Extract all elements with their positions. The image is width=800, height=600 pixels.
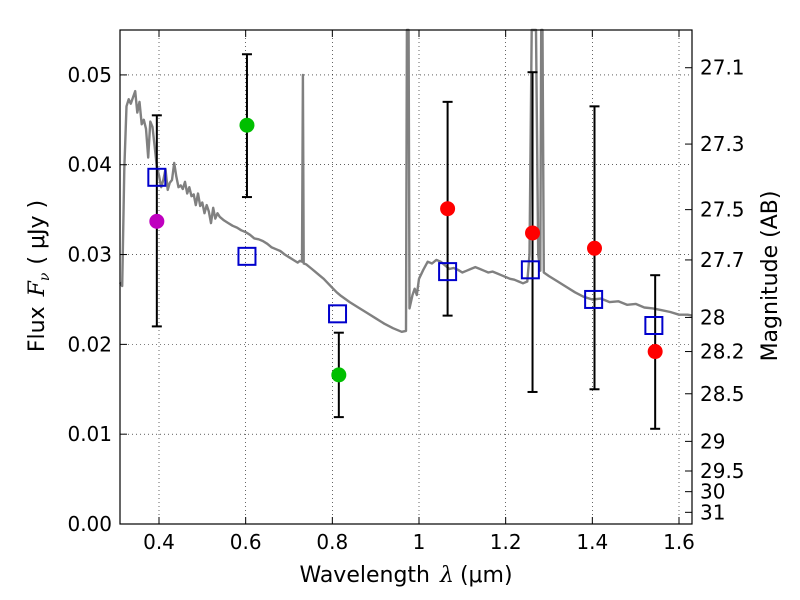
- observed-point: [525, 225, 541, 241]
- model-photometry-square: [584, 289, 604, 309]
- model-photometry-square: [520, 260, 540, 280]
- observed-point: [440, 201, 456, 217]
- y2-tick-label: 28.2: [700, 340, 745, 364]
- y2-tick-label: 27.5: [700, 198, 745, 222]
- y-axis-label: FluxFν( μJy ): [25, 200, 53, 352]
- y-axis-ticks: 0.00 0.01 0.02 0.03 0.04 0.05: [67, 63, 127, 536]
- plot-frame: [119, 29, 693, 525]
- x-axis-ticks: 0.4 0.6 0.8 1 1.2 1.4 1.6: [143, 30, 695, 554]
- model-spectrum-line: [118, 28, 693, 333]
- observed-point: [239, 117, 255, 133]
- y2-axis-label: Magnitude (AB): [758, 191, 783, 362]
- y2-tick-label: 28.5: [700, 382, 745, 406]
- x-tick-label: 0.4: [143, 530, 175, 554]
- x-tick-label: 0.8: [316, 530, 348, 554]
- y2-tick-label: 31: [700, 500, 725, 524]
- y2-tick-label: 27.3: [700, 132, 745, 156]
- observed-point: [149, 213, 165, 229]
- y2-tick-label: 27.7: [700, 248, 745, 272]
- y2-tick-label: 29: [700, 429, 725, 453]
- x-axis-label: Wavelength λ (μm): [299, 563, 512, 588]
- y2-tick-label: 30: [700, 480, 725, 504]
- y2-tick-label: 27.1: [700, 56, 745, 80]
- y-tick-label: 0.01: [67, 422, 112, 446]
- x-tick-label: 1: [413, 530, 426, 554]
- model-photometry-layer: [147, 167, 664, 336]
- y-tick-label: 0.00: [67, 512, 112, 536]
- model-photometry-square: [328, 304, 348, 324]
- observed-point: [587, 240, 602, 256]
- model-photometry-square: [644, 316, 664, 336]
- model-photometry-square: [147, 167, 167, 187]
- spectrum-layer: [118, 28, 693, 333]
- x-tick-label: 1.2: [490, 530, 522, 554]
- y-tick-label: 0.04: [67, 153, 112, 177]
- model-photometry-square: [438, 262, 458, 282]
- observed-point: [647, 344, 663, 360]
- x-tick-label: 0.6: [230, 530, 262, 554]
- y2-tick-label: 28: [700, 305, 725, 329]
- y-tick-label: 0.02: [67, 332, 112, 356]
- x-tick-label: 1.4: [576, 530, 608, 554]
- model-photometry-square: [237, 246, 257, 266]
- observed-point: [331, 367, 347, 383]
- y-tick-label: 0.05: [67, 63, 112, 87]
- y2-tick-label: 29.5: [700, 459, 745, 483]
- observed-points-layer: [149, 117, 663, 383]
- y-tick-label: 0.03: [67, 243, 112, 267]
- x-tick-label: 1.6: [663, 530, 695, 554]
